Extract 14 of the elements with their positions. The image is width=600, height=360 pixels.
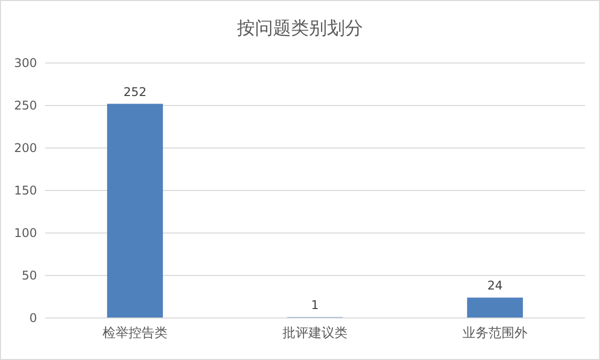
chart-title: 按问题类别划分 xyxy=(237,18,363,39)
x-tick-label: 批评建议类 xyxy=(282,326,348,341)
data-label: 252 xyxy=(124,84,146,99)
x-tick-label: 检举控告类 xyxy=(102,326,168,341)
y-tick-label: 200 xyxy=(14,141,37,155)
data-label: 24 xyxy=(487,278,503,293)
y-tick-label: 50 xyxy=(22,268,37,282)
y-tick-label: 0 xyxy=(29,311,37,325)
data-label: 1 xyxy=(311,298,319,312)
y-tick-label: 100 xyxy=(14,226,37,240)
x-tick-label: 业务范围外 xyxy=(462,326,528,341)
y-tick-label: 150 xyxy=(14,184,37,198)
y-tick-label: 300 xyxy=(14,56,37,70)
y-tick-label: 250 xyxy=(14,98,37,112)
